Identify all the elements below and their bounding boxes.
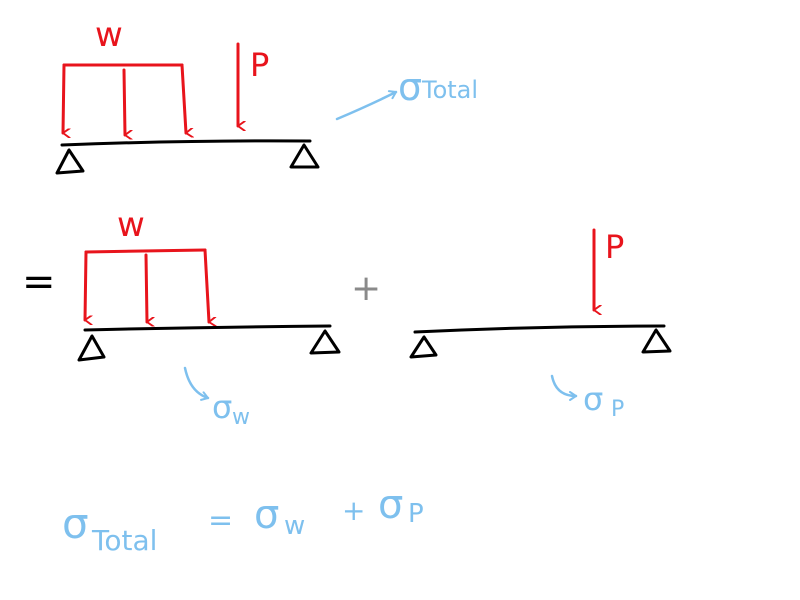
eq-plus-sign: +: [342, 494, 365, 527]
p-system: P σ P: [409, 228, 672, 422]
p-load-label: P: [250, 46, 269, 84]
superposition-equation: σ Total = σ w + σ P: [62, 482, 424, 557]
result-arrow: [550, 374, 578, 401]
sigma-total-symbol: σ: [398, 65, 422, 109]
sigma-w-subscript: w: [232, 405, 250, 430]
sigma-total-subscript: Total: [421, 76, 478, 104]
distributed-load-w: [61, 63, 186, 135]
beam: [83, 324, 332, 332]
result-arrow: [183, 366, 210, 401]
eq-sigma-total-symbol: σ: [62, 499, 89, 548]
plus-sign: +: [351, 268, 381, 309]
right-support-triangle: [289, 143, 320, 169]
sigma-w-symbol: σ: [212, 388, 232, 426]
right-support-triangle: [309, 329, 341, 355]
total-system: w P σ Total: [55, 15, 478, 175]
right-support-triangle: [641, 328, 672, 354]
left-support-triangle: [77, 334, 106, 362]
beam: [413, 324, 666, 334]
equals-sign: =: [22, 259, 56, 305]
eq-equals-sign: =: [208, 503, 233, 538]
left-support-triangle: [409, 335, 438, 359]
sigma-p-symbol: σ: [583, 380, 603, 418]
p-load-label: P: [605, 228, 624, 266]
result-arrow: [335, 90, 398, 121]
beam: [60, 139, 312, 147]
w-load-label: w: [117, 205, 145, 245]
w-system: = w σ w: [22, 205, 341, 430]
w-load-label: w: [95, 15, 123, 55]
eq-sigma-p-symbol: σ: [378, 482, 403, 528]
left-support-triangle: [55, 148, 85, 175]
eq-sigma-w-symbol: σ: [254, 492, 279, 538]
distributed-load-w: [83, 248, 209, 322]
eq-sigma-w-subscript: w: [284, 511, 305, 541]
sigma-p-subscript: P: [611, 397, 624, 422]
eq-sigma-p-subscript: P: [408, 499, 424, 529]
eq-sigma-total-subscript: Total: [91, 524, 157, 557]
